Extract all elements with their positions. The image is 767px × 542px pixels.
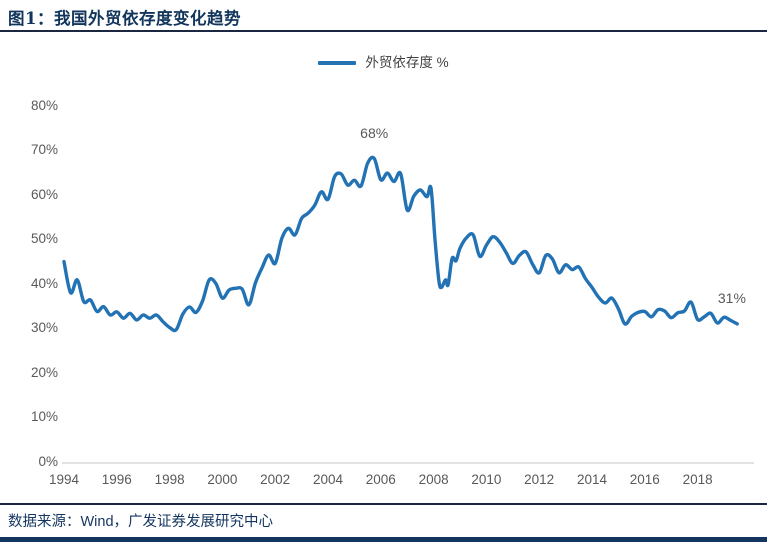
- y-tick-label: 0%: [38, 453, 58, 469]
- x-tick-label: 2002: [260, 472, 291, 487]
- legend-label: 外贸依存度 %: [365, 55, 449, 70]
- chart-legend: 外贸依存度 %: [0, 54, 767, 72]
- legend-line-swatch: [318, 61, 357, 65]
- x-tick-label: 2008: [418, 472, 449, 487]
- y-tick-label: 30%: [30, 320, 58, 335]
- y-tick-label: 80%: [30, 97, 58, 113]
- y-tick-label: 20%: [30, 364, 58, 380]
- data-label-68: 68%: [360, 125, 389, 142]
- data-source-note: 数据来源：Wind，广发证券发展研究中心: [8, 514, 274, 530]
- x-tick-label: 2018: [682, 472, 713, 487]
- x-tick-label: 2006: [365, 472, 396, 487]
- x-tick-label: 2010: [471, 472, 502, 487]
- y-tick-label: 50%: [30, 231, 58, 246]
- source-divider: [0, 503, 767, 505]
- x-tick-label: 2000: [207, 472, 238, 487]
- footer-accent-bar: [0, 537, 767, 542]
- trade-dependence-series-line: [62, 155, 739, 333]
- x-tick-label: 2014: [576, 472, 608, 487]
- figure-title: 图1：我国外贸依存度变化趋势: [8, 9, 241, 28]
- x-tick-label: 1994: [48, 472, 80, 487]
- x-tick-label: 2016: [629, 472, 660, 487]
- title-divider: [0, 30, 767, 32]
- y-tick-label: 10%: [30, 409, 58, 424]
- y-tick-label: 40%: [30, 275, 58, 291]
- x-tick-label: 2004: [312, 472, 344, 487]
- y-tick-label: 70%: [30, 142, 58, 157]
- data-label-31: 31%: [717, 290, 746, 307]
- x-tick-label: 2012: [524, 472, 555, 487]
- y-tick-label: 60%: [30, 186, 58, 202]
- x-tick-label: 1998: [154, 472, 185, 487]
- x-tick-label: 1996: [101, 472, 132, 487]
